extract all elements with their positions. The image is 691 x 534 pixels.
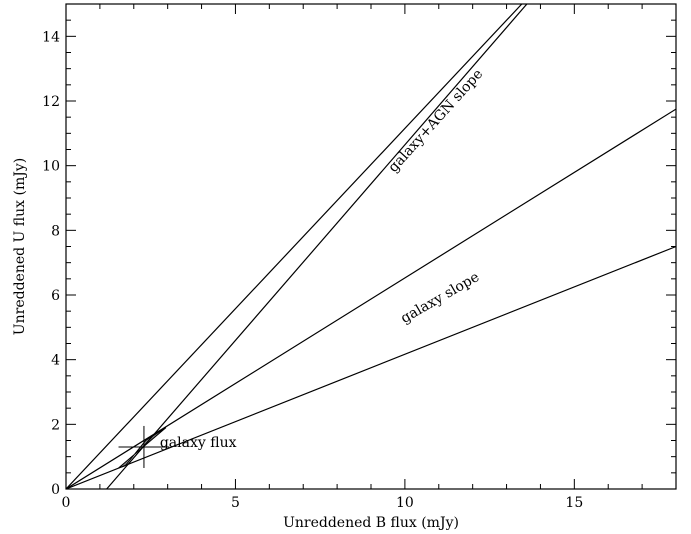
line-layer [66,4,676,489]
plot-frame [65,3,677,490]
annotation-label: galaxy slope [398,269,482,327]
y-tick-label: 6 [51,288,60,304]
y-tick-label: 8 [51,223,60,239]
y-tick-label: 4 [51,353,60,369]
line-galaxy-slope-upper [66,108,676,489]
line-agn-slope-lower [106,4,528,489]
x-tick-label: 15 [565,495,583,511]
y-tick-label: 14 [42,29,60,45]
y-tick-label: 2 [51,417,60,433]
y-tick-label: 0 [51,482,60,498]
y-tick-label: 10 [42,159,60,175]
line-agn-slope-upper [66,4,523,489]
x-tick-label: 10 [396,495,414,511]
annotation-layer: galaxy+AGN slope galaxy slope galaxy flux [160,66,486,451]
y-tick-label: 12 [42,94,60,110]
line-galaxy-slope-lower [66,245,676,489]
x-tick-label: 5 [231,495,240,511]
x-tick-label: 0 [62,495,71,511]
annotation-label: galaxy+AGN slope [385,66,486,176]
x-axis-title: Unreddened B flux (mJy) [283,515,459,531]
annotation-label: galaxy flux [160,435,237,451]
y-axis-title: Unreddened U flux (mJy) [12,158,28,335]
ticks-layer: 0 5 10 15 0 2 4 6 8 10 12 14 [42,3,677,511]
